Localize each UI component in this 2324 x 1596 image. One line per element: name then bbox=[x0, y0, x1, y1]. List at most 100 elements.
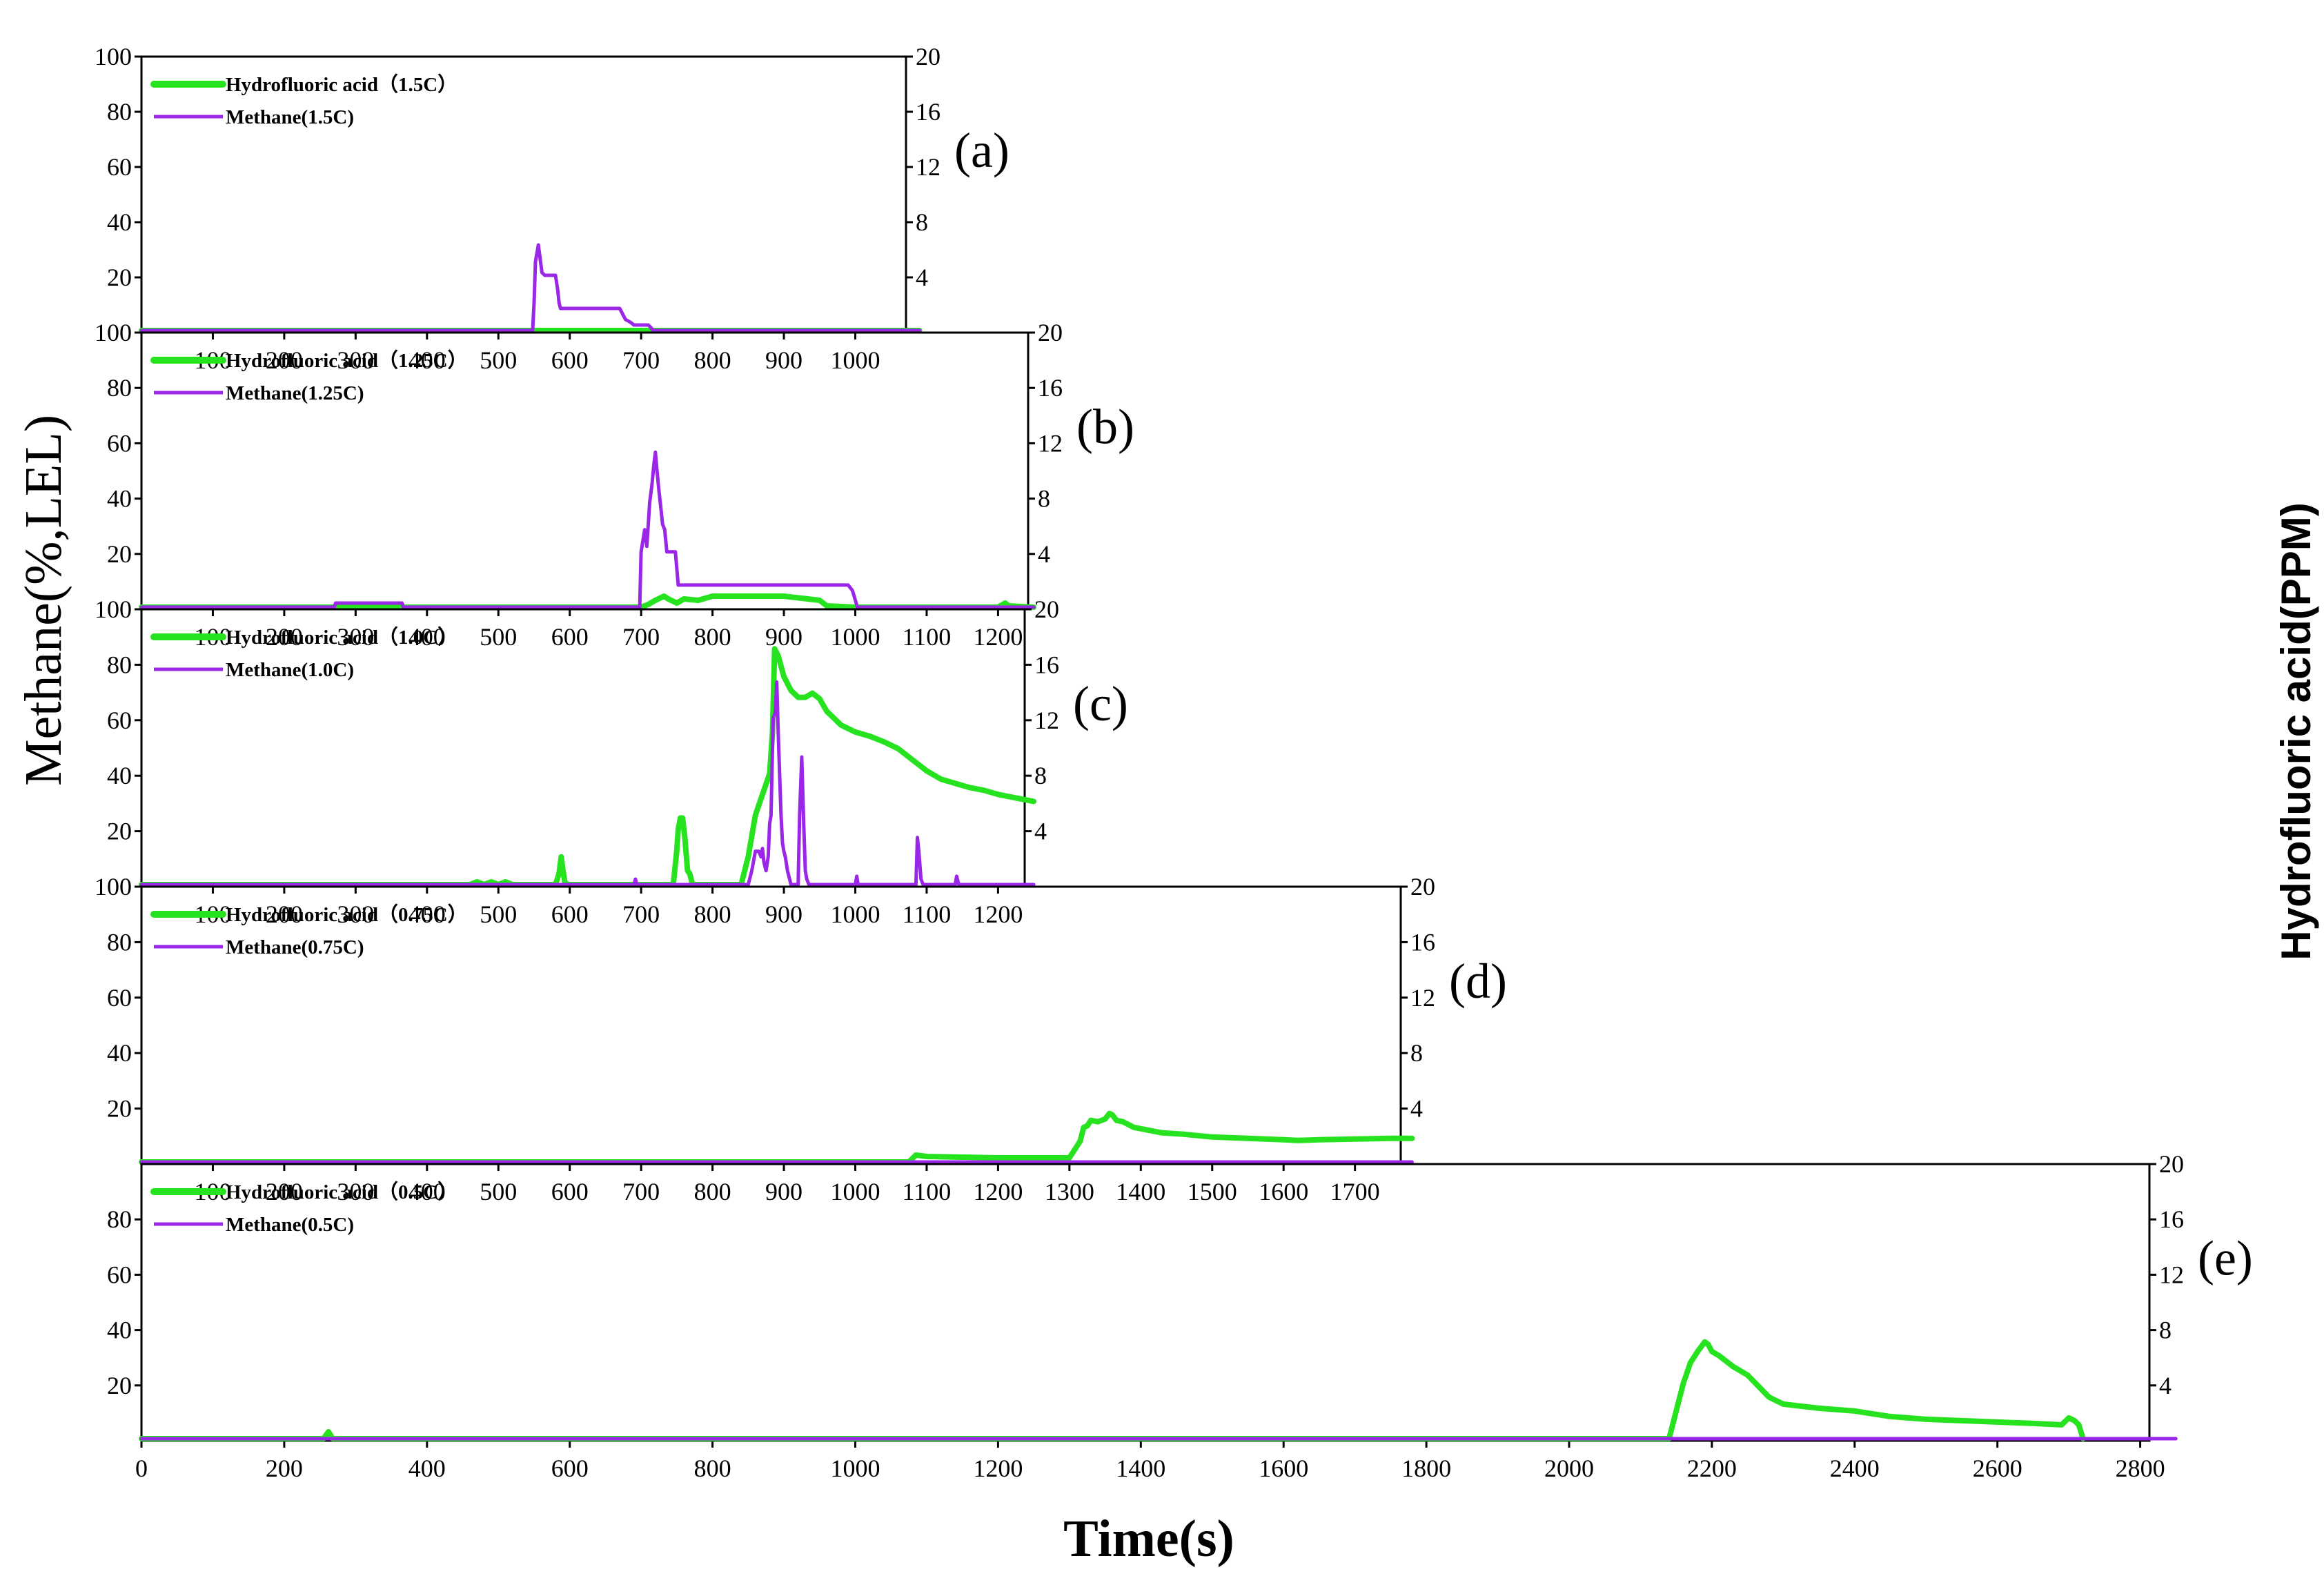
panel-label: (c) bbox=[1073, 676, 1128, 731]
right-y-tick-label: 20 bbox=[1034, 595, 1059, 623]
x-tick-label: 1300 bbox=[1045, 1178, 1094, 1205]
x-tick-label: 1000 bbox=[831, 623, 880, 651]
x-tick-label: 200 bbox=[266, 1178, 303, 1205]
right-y-tick-label: 20 bbox=[2159, 1150, 2184, 1178]
x-tick-label: 2600 bbox=[1973, 1455, 2022, 1482]
x-tick-label: 1600 bbox=[1259, 1455, 1308, 1482]
right-y-tick-label: 16 bbox=[1034, 651, 1059, 678]
x-tick-label: 900 bbox=[765, 900, 802, 928]
left-y-tick-label: 60 bbox=[107, 1261, 132, 1288]
right-y-tick-label: 20 bbox=[1038, 319, 1063, 346]
methane-series-line bbox=[139, 243, 922, 333]
panel-label: (d) bbox=[1449, 954, 1507, 1009]
x-tick-label: 800 bbox=[694, 900, 731, 928]
left-y-tick-label: 40 bbox=[107, 1317, 132, 1344]
x-tick-label: 1200 bbox=[973, 623, 1023, 651]
right-y-tick-label: 8 bbox=[1038, 485, 1050, 513]
plot-frame bbox=[140, 1163, 2151, 1442]
panel-d: 1008060402020161284100200300400500600700… bbox=[95, 873, 1507, 1205]
x-tick-label: 500 bbox=[480, 346, 517, 374]
legend-label-hf: Hydrofluoric acid（1.25C） bbox=[226, 349, 468, 372]
x-tick-label: 2800 bbox=[2116, 1455, 2165, 1482]
methane-series-line bbox=[139, 680, 1036, 887]
right-y-tick-label: 12 bbox=[2159, 1261, 2184, 1288]
x-tick-label: 300 bbox=[337, 346, 374, 374]
right-y-tick-label: 8 bbox=[1034, 762, 1047, 789]
right-y-tick-label: 4 bbox=[1034, 818, 1047, 845]
x-tick-label: 1200 bbox=[973, 1455, 1023, 1482]
left-y-tick-label: 20 bbox=[107, 1372, 132, 1399]
right-y-tick-label: 8 bbox=[916, 208, 928, 236]
x-tick-label: 200 bbox=[266, 623, 303, 651]
panel-label: (e) bbox=[2198, 1231, 2253, 1286]
right-y-tick-label: 12 bbox=[916, 153, 941, 181]
x-tick-label: 800 bbox=[694, 346, 731, 374]
x-tick-label: 900 bbox=[765, 1178, 802, 1205]
x-tick-label: 1200 bbox=[973, 1178, 1023, 1205]
x-tick-label: 400 bbox=[408, 1178, 446, 1205]
left-y-tick-label: 80 bbox=[107, 374, 132, 402]
x-tick-label: 1000 bbox=[831, 1178, 880, 1205]
x-tick-label: 300 bbox=[337, 1178, 374, 1205]
right-y-tick-label: 8 bbox=[2159, 1317, 2172, 1344]
left-y-tick-label: 60 bbox=[107, 153, 132, 181]
left-y-tick-label: 100 bbox=[95, 43, 132, 70]
x-tick-label: 500 bbox=[480, 623, 517, 651]
x-tick-label: 1000 bbox=[831, 1455, 880, 1482]
right-y-tick-label: 16 bbox=[916, 98, 941, 126]
right-y-tick-label: 12 bbox=[1034, 707, 1059, 734]
panel-label: (a) bbox=[954, 123, 1010, 178]
legend-label-methane: Methane(1.5C) bbox=[226, 106, 354, 128]
right-y-tick-label: 4 bbox=[1410, 1095, 1423, 1123]
hf-series-line bbox=[139, 1110, 1415, 1165]
plot-frame bbox=[140, 55, 907, 334]
left-y-tick-label: 100 bbox=[95, 873, 132, 900]
x-tick-label: 2000 bbox=[1544, 1455, 1594, 1482]
x-tick-label: 600 bbox=[551, 346, 589, 374]
hf-series-line bbox=[139, 1339, 2086, 1441]
right-y-tick-label: 16 bbox=[2159, 1205, 2184, 1233]
left-y-tick-label: 20 bbox=[107, 540, 132, 568]
x-tick-label: 1000 bbox=[831, 900, 880, 928]
legend-label-methane: Methane(0.5C) bbox=[226, 1214, 354, 1236]
left-y-tick-label: 80 bbox=[107, 928, 132, 956]
right-y-axis-title: Hydrofluoric acid(PPM) bbox=[2273, 502, 2319, 960]
right-y-tick-label: 12 bbox=[1038, 429, 1063, 457]
x-tick-label: 1400 bbox=[1116, 1178, 1165, 1205]
left-y-tick-label: 80 bbox=[107, 1205, 132, 1233]
panel-c: 100 80 60 40 20 20 16 12 8 4 100 200 300 400 500 600 700… bbox=[95, 595, 1128, 928]
left-y-tick-label: 40 bbox=[107, 1039, 132, 1067]
x-tick-label: 600 bbox=[551, 623, 589, 651]
x-tick-label: 400 bbox=[408, 623, 446, 651]
legend-label-hf: Hydrofluoric acid（1.0C） bbox=[226, 626, 457, 649]
x-axis-title: Time(s) bbox=[1063, 1510, 1234, 1568]
left-y-tick-label: 80 bbox=[107, 98, 132, 126]
x-tick-label: 0 bbox=[135, 1455, 148, 1482]
left-y-tick-label: 80 bbox=[107, 651, 132, 678]
x-tick-label: 1100 bbox=[903, 900, 952, 928]
x-tick-label: 900 bbox=[765, 346, 802, 374]
x-tick-label: 700 bbox=[622, 1178, 660, 1205]
x-tick-label: 600 bbox=[551, 1178, 589, 1205]
x-tick-label: 700 bbox=[622, 623, 660, 651]
panel-a: 100 80 60 40 20 20 16 12 8 4 100 200 300 400 500 600 700… bbox=[95, 43, 1010, 374]
left-y-tick-label: 60 bbox=[107, 707, 132, 734]
x-tick-label: 800 bbox=[694, 1455, 731, 1482]
plot-frame bbox=[140, 331, 1030, 611]
left-y-tick-label: 100 bbox=[95, 319, 132, 346]
left-y-tick-label: 60 bbox=[107, 984, 132, 1012]
legend-label-hf: Hydrofluoric acid（1.5C） bbox=[226, 73, 457, 96]
x-tick-label: 1800 bbox=[1401, 1455, 1451, 1482]
hf-series-line bbox=[139, 646, 1037, 887]
right-y-tick-label: 16 bbox=[1038, 374, 1063, 402]
x-tick-label: 1700 bbox=[1330, 1178, 1380, 1205]
x-tick-label: 1100 bbox=[903, 623, 952, 651]
x-tick-label: 400 bbox=[408, 900, 446, 928]
x-tick-label: 1100 bbox=[903, 1178, 952, 1205]
right-y-tick-label: 4 bbox=[1038, 540, 1050, 568]
legend-label-methane: Methane(1.0C) bbox=[226, 659, 354, 681]
right-y-tick-label: 12 bbox=[1410, 984, 1435, 1012]
